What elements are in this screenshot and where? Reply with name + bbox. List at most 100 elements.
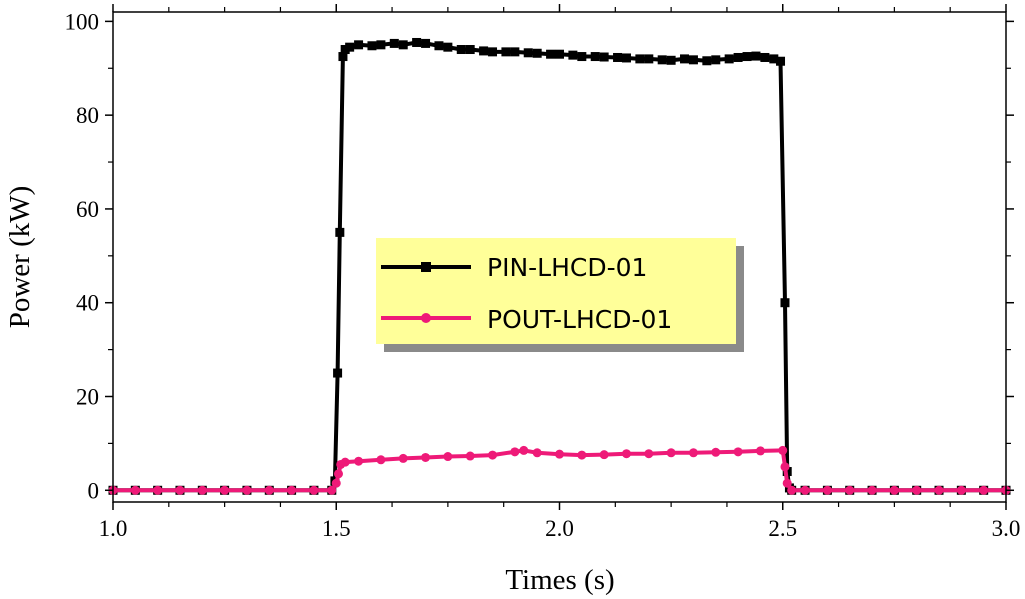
data-point-1-47	[688, 55, 698, 65]
legend: PIN-LHCD-01 POUT-LHCD-01	[376, 238, 744, 352]
y-tick-label-3: 60	[76, 197, 99, 222]
data-point-2-19	[443, 452, 453, 462]
data-point-2-41	[845, 485, 855, 495]
data-point-2-45	[934, 485, 944, 495]
data-point-1-30	[501, 47, 511, 57]
data-point-2-11	[331, 478, 341, 488]
data-point-2-36	[780, 462, 790, 472]
data-point-1-55	[769, 54, 779, 64]
data-point-1-29	[488, 47, 498, 57]
data-point-2-9	[309, 485, 319, 495]
x-tick-label-0: 1.0	[99, 516, 128, 541]
legend-label-pout: POUT-LHCD-01	[487, 305, 672, 334]
data-point-1-41	[621, 53, 631, 63]
y-tick-label-1: 20	[76, 384, 99, 409]
data-point-2-34	[755, 446, 765, 456]
data-point-1-53	[751, 51, 761, 61]
data-point-1-37	[577, 52, 587, 62]
data-point-1-19	[376, 40, 386, 50]
data-point-2-6	[242, 485, 252, 495]
legend-marker-pout	[421, 313, 431, 323]
legend-box	[376, 238, 736, 344]
data-point-2-23	[519, 445, 529, 455]
data-point-2-8	[287, 485, 297, 495]
legend-item-pout: POUT-LHCD-01	[381, 305, 672, 334]
data-point-2-44	[912, 485, 922, 495]
data-point-2-32	[711, 447, 721, 457]
y-tick-label-4: 80	[76, 103, 99, 128]
data-point-1-43	[644, 54, 654, 64]
data-point-2-16	[376, 455, 386, 465]
data-point-1-23	[421, 38, 431, 48]
data-point-2-39	[800, 485, 810, 495]
data-point-2-1	[130, 485, 140, 495]
data-point-2-20	[465, 451, 475, 461]
data-point-1-57	[780, 298, 790, 308]
data-point-2-30	[666, 448, 676, 458]
data-point-2-17	[398, 453, 408, 463]
series-2	[108, 445, 1011, 495]
y-tick-label-5: 100	[65, 9, 100, 34]
data-point-1-28	[479, 46, 489, 56]
data-point-1-36	[568, 50, 578, 60]
data-point-1-17	[354, 40, 364, 50]
data-point-2-28	[621, 449, 631, 459]
data-point-2-2	[153, 485, 163, 495]
data-point-1-45	[666, 55, 676, 65]
data-point-1-49	[711, 55, 721, 65]
data-point-1-33	[532, 48, 542, 58]
data-point-1-14	[338, 52, 348, 62]
legend-item-pin: PIN-LHCD-01	[381, 253, 647, 282]
data-point-1-46	[680, 54, 690, 64]
data-point-1-22	[412, 37, 422, 47]
data-point-1-25	[443, 42, 453, 52]
data-point-2-12	[333, 469, 343, 479]
data-point-1-50	[724, 54, 734, 64]
data-point-1-20	[389, 38, 399, 48]
x-tick-label-1: 1.5	[322, 516, 351, 541]
data-point-1-27	[465, 45, 475, 55]
data-point-1-42	[635, 54, 645, 64]
data-point-2-43	[889, 485, 899, 495]
data-point-2-22	[510, 447, 520, 457]
data-point-2-4	[197, 485, 207, 495]
tick-labels: 1.0 1.5 2.0 2.5 3.0 0 20 40 60 80 100	[65, 9, 1021, 541]
axis-ticks	[105, 4, 1014, 510]
data-point-2-25	[555, 449, 564, 459]
y-axis-title: Power (kW)	[4, 186, 36, 329]
x-tick-label-3: 2.5	[768, 516, 797, 541]
data-point-1-18	[367, 41, 377, 51]
data-point-2-31	[688, 448, 698, 458]
data-point-2-29	[644, 449, 654, 459]
data-point-1-34	[546, 49, 556, 59]
data-point-2-5	[220, 485, 230, 495]
data-point-2-40	[822, 485, 832, 495]
data-point-1-21	[398, 40, 408, 50]
data-point-1-56	[776, 56, 786, 66]
data-point-1-13	[335, 227, 345, 237]
data-point-1-40	[613, 52, 623, 62]
data-point-2-46	[956, 485, 966, 495]
data-point-2-3	[175, 485, 185, 495]
data-point-1-48	[702, 56, 712, 66]
data-point-1-54	[760, 52, 770, 62]
data-point-2-33	[733, 447, 743, 457]
data-point-2-10	[327, 485, 337, 495]
data-point-2-7	[264, 485, 274, 495]
data-point-1-51	[733, 52, 743, 62]
y-tick-label-0: 0	[88, 478, 100, 503]
data-point-1-44	[657, 55, 667, 65]
x-tick-label-2: 2.0	[545, 516, 574, 541]
x-axis-title: Times (s)	[505, 564, 614, 596]
series-layer	[108, 37, 1011, 495]
data-point-1-16	[345, 42, 355, 52]
data-point-2-37	[782, 478, 792, 488]
data-point-2-24	[532, 448, 542, 458]
data-point-1-35	[555, 49, 564, 59]
data-point-2-15	[354, 456, 364, 466]
data-point-1-12	[333, 368, 343, 378]
legend-marker-pin	[421, 262, 431, 272]
data-point-2-14	[340, 457, 350, 467]
data-point-2-42	[867, 485, 877, 495]
